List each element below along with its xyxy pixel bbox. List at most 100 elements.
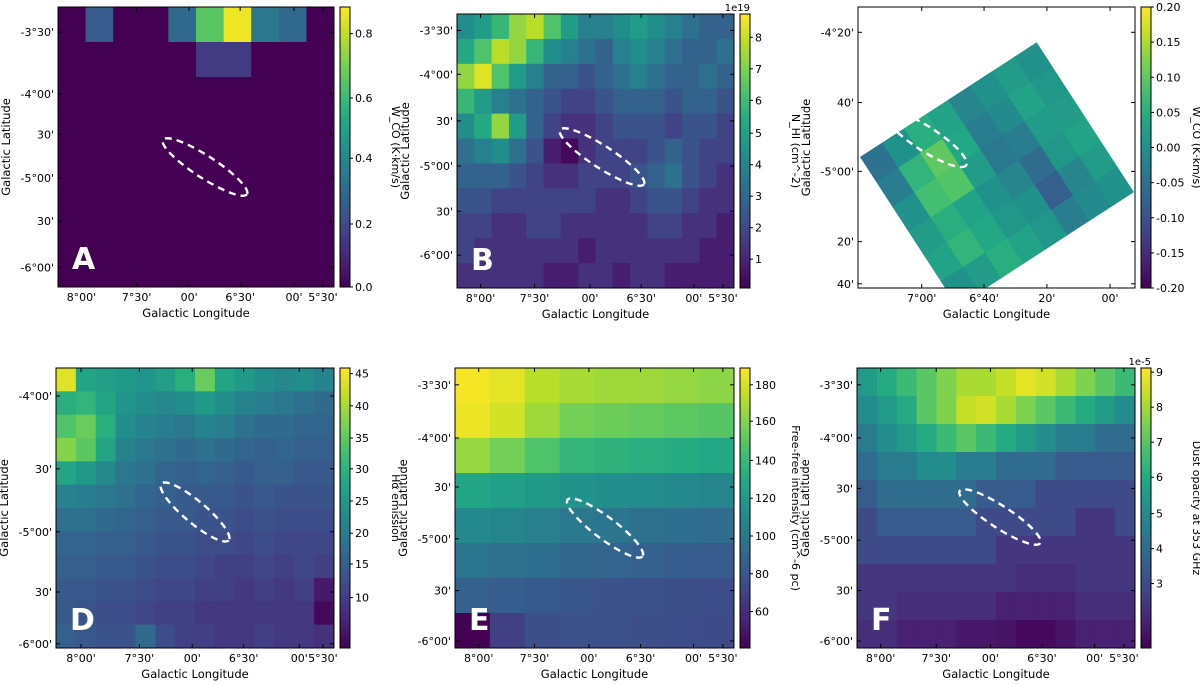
heatmap-cell	[135, 508, 156, 532]
heatmap-cell	[455, 543, 491, 579]
colorbar-tick-label: 30	[355, 463, 369, 476]
x-tick-label: 7°30'	[122, 291, 152, 304]
heatmap-cell	[223, 147, 252, 183]
heatmap-cell	[115, 391, 136, 416]
heatmap-cell	[1095, 396, 1116, 425]
heatmap-cell	[474, 88, 493, 115]
colorbar-tick-label: 1	[755, 253, 762, 266]
heatmap-cell	[1075, 368, 1096, 397]
heatmap-cell	[976, 592, 997, 621]
colorbar-tick-label: 0.0	[355, 281, 373, 294]
panel-d: D8°00' 7°30' 00' 6°30' 00' 5°30'Galactic Long…	[0, 367, 402, 681]
x-tick-label: 00'	[181, 291, 198, 304]
heatmap-cell	[630, 113, 648, 140]
colorbar	[1140, 6, 1152, 289]
y-tick-label: 40'	[837, 278, 854, 291]
heatmap-cell	[457, 138, 475, 164]
heatmap-f	[857, 368, 1135, 648]
colorbar-tick-label: 100	[755, 530, 776, 543]
heatmap-cell	[175, 391, 196, 416]
heatmap-cell	[455, 508, 491, 544]
heatmap-cell	[278, 77, 307, 113]
heatmap-cell	[595, 238, 614, 264]
heatmap-cell	[526, 238, 545, 264]
heatmap-cell	[491, 63, 510, 90]
heatmap-cell	[1035, 452, 1057, 481]
heatmap-cell	[278, 147, 307, 183]
heatmap-cell	[196, 77, 225, 113]
heatmap-cell	[559, 403, 595, 439]
heatmap-cell	[95, 484, 117, 509]
heatmap-cell	[526, 113, 545, 140]
heatmap-cell	[508, 263, 527, 288]
heatmap-cell	[936, 592, 957, 621]
colorbar-tick-label: 0.10	[1156, 71, 1181, 84]
heatmap-cell	[1035, 508, 1057, 537]
heatmap-cell	[876, 536, 898, 565]
heatmap-cell	[457, 188, 475, 214]
colorbar	[339, 6, 351, 288]
heatmap-cell	[1015, 396, 1037, 425]
plot-frame	[454, 367, 735, 649]
heatmap-cell	[578, 14, 596, 40]
heatmap-cell	[135, 484, 156, 509]
heatmap-cell	[876, 564, 898, 593]
heatmap-cell	[612, 63, 631, 90]
heatmap-cell	[234, 391, 256, 416]
heatmap-cell	[251, 252, 280, 287]
heatmap-cell	[630, 213, 648, 239]
heatmap-cell	[489, 473, 526, 509]
heatmap-cell	[113, 77, 142, 113]
heatmap-cell	[699, 213, 718, 239]
heatmap-cell	[1075, 508, 1096, 537]
heatmap-cell	[578, 88, 596, 115]
heatmap-cell	[595, 88, 614, 115]
heatmap-cell	[964, 110, 1004, 151]
heatmap-cell	[175, 578, 196, 602]
heatmap-cell	[58, 42, 87, 78]
heatmap-cell	[942, 124, 982, 165]
heatmap-cell	[85, 77, 114, 113]
heatmap-cell	[214, 368, 236, 392]
panel-letter: A	[72, 242, 96, 277]
heatmap-cell	[594, 543, 630, 579]
heatmap-cell	[175, 554, 196, 579]
heatmap-cell	[876, 424, 898, 453]
heatmap-cell	[254, 368, 275, 392]
heatmap-cell	[1062, 116, 1102, 157]
heatmap-cell	[491, 188, 510, 214]
heatmap-cell	[543, 113, 562, 140]
heatmap-cell	[140, 217, 169, 253]
heatmap-cell	[524, 403, 561, 439]
heatmap-cell	[559, 543, 595, 579]
heatmap-cell	[699, 438, 734, 474]
heatmap-cell	[936, 452, 957, 481]
heatmap-cell	[1015, 536, 1037, 565]
heatmap-cell	[56, 368, 77, 392]
heatmap-cell	[58, 147, 87, 183]
heatmap-cell	[155, 624, 176, 648]
heatmap-cell	[1055, 620, 1076, 648]
heatmap-cell	[234, 601, 256, 626]
colorbar-tick-label: 40	[355, 400, 369, 413]
heatmap-cell	[1035, 592, 1057, 621]
rotated-footprint	[860, 42, 1134, 288]
heatmap-cell	[155, 554, 176, 579]
heatmap-cell	[526, 63, 545, 90]
y-tick-label: 30'	[37, 215, 54, 228]
heatmap-cell	[58, 252, 87, 287]
heatmap-cell	[223, 42, 252, 78]
heatmap-cell	[594, 368, 630, 404]
heatmap-cell	[508, 38, 527, 65]
heatmap-cell	[1095, 424, 1116, 453]
heatmap-cell	[682, 14, 700, 40]
heatmap-cell	[135, 438, 156, 462]
heatmap-cell	[716, 14, 734, 40]
heatmap-cell	[560, 38, 579, 65]
heatmap-cell	[595, 263, 614, 288]
heatmap-cell	[1012, 184, 1052, 225]
heatmap-cell	[489, 543, 526, 579]
heatmap-cell	[1095, 452, 1116, 481]
heatmap-cell	[314, 461, 334, 486]
heatmap-cell	[195, 391, 216, 416]
